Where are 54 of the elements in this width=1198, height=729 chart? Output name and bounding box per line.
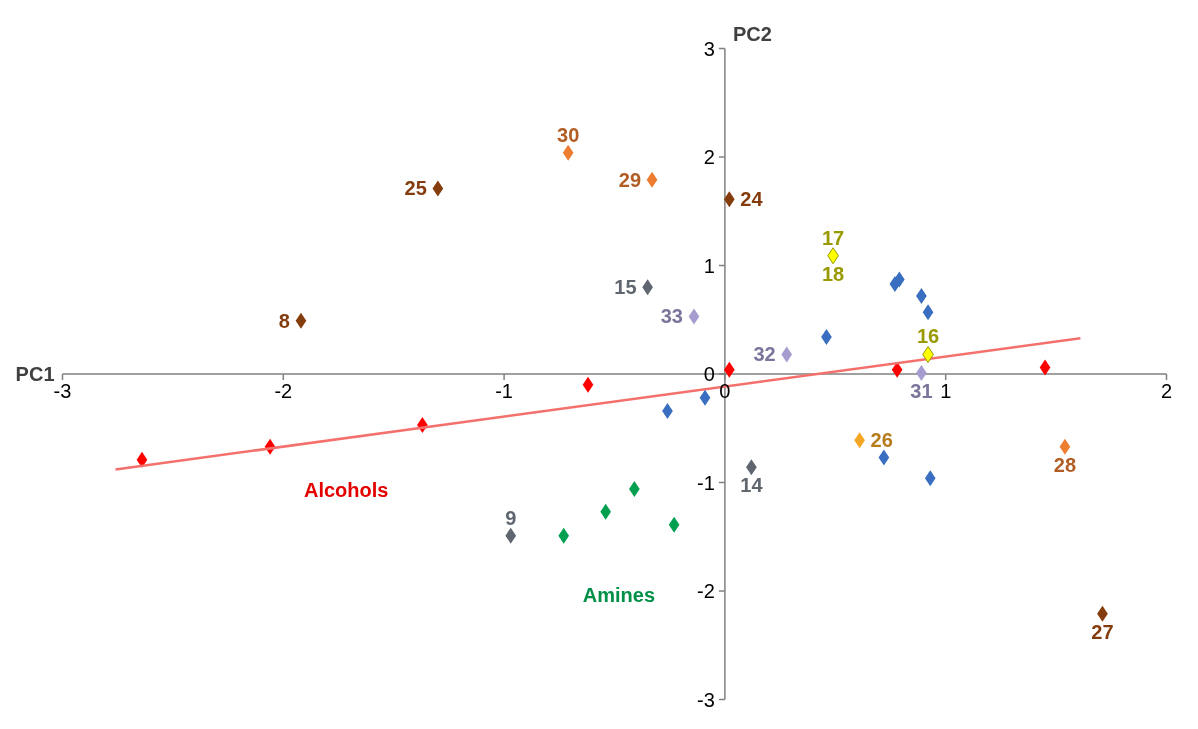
point	[781, 346, 793, 363]
point	[688, 308, 700, 325]
point	[723, 361, 735, 378]
annotation: 8	[278, 309, 290, 332]
point	[295, 312, 307, 329]
point	[1039, 359, 1051, 376]
y-tick-label: -2	[697, 580, 715, 602]
annotation: 28	[1053, 453, 1077, 476]
y-axis-title: PC2	[732, 22, 772, 45]
point	[1059, 438, 1071, 455]
annotation: 32	[753, 343, 776, 366]
point	[505, 527, 517, 544]
point	[432, 180, 444, 197]
point	[668, 516, 680, 533]
point	[646, 171, 658, 188]
x-tick-label: 2	[1160, 380, 1173, 402]
point	[136, 451, 148, 468]
annotation: 31	[910, 379, 933, 402]
annotation: 17	[821, 226, 845, 249]
x-axis-title: PC1	[15, 363, 55, 385]
annotation: 15	[614, 276, 637, 299]
text: Alcohols	[304, 478, 389, 501]
point	[582, 376, 594, 393]
y-tick-label: 2	[703, 146, 715, 168]
annotation: 9	[505, 506, 517, 529]
point	[922, 304, 934, 321]
y-tick-label: 0	[703, 363, 715, 385]
annotation: 14	[740, 474, 764, 497]
annotation: 29	[618, 168, 642, 191]
x-tick-label: -2	[274, 380, 293, 402]
point	[891, 361, 903, 378]
annotation: 25	[404, 177, 427, 200]
annotation: 30	[557, 123, 580, 146]
x-tick-label: 1	[940, 380, 952, 402]
point	[699, 389, 711, 406]
annotation: 27	[1091, 620, 1114, 643]
y-tick-label: 3	[703, 37, 715, 60]
point	[558, 527, 570, 544]
x-tick-label: -3	[53, 380, 72, 402]
annotation: 26	[870, 429, 893, 452]
annotation: 33	[660, 305, 683, 328]
point	[878, 449, 890, 466]
annotation: 18	[821, 262, 845, 285]
text: Amines	[582, 583, 656, 606]
annotation: 16	[916, 325, 940, 348]
annotation: 24	[740, 188, 764, 211]
y-tick-label: -3	[697, 688, 715, 711]
y-tick-label: -1	[697, 471, 715, 494]
point	[723, 191, 735, 208]
x-tick-label: -1	[495, 380, 514, 402]
y-tick-label: 1	[703, 254, 715, 277]
point	[562, 144, 574, 161]
x-tick-label: 0	[719, 380, 731, 402]
point	[924, 470, 936, 487]
